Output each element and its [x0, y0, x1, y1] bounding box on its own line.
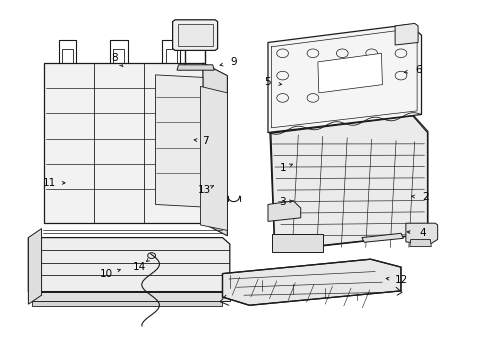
Polygon shape [28, 238, 229, 292]
Polygon shape [32, 301, 222, 306]
Text: 7: 7 [202, 136, 208, 146]
Text: 4: 4 [419, 228, 426, 238]
Text: 13: 13 [197, 185, 211, 195]
Polygon shape [271, 234, 322, 252]
Text: 3: 3 [279, 197, 285, 207]
Polygon shape [44, 63, 203, 223]
Text: 14: 14 [132, 262, 146, 272]
Polygon shape [177, 24, 212, 46]
Text: 10: 10 [100, 269, 113, 279]
Text: 1: 1 [279, 163, 285, 174]
Text: 12: 12 [393, 275, 407, 285]
Polygon shape [203, 63, 227, 236]
Polygon shape [28, 229, 41, 304]
Polygon shape [267, 24, 421, 132]
Polygon shape [177, 65, 214, 70]
Text: 2: 2 [421, 192, 428, 202]
Polygon shape [267, 201, 300, 221]
Polygon shape [317, 53, 382, 93]
Text: 5: 5 [264, 77, 271, 87]
Text: 11: 11 [43, 178, 57, 188]
Polygon shape [172, 20, 217, 50]
Text: 6: 6 [414, 65, 421, 75]
Text: 9: 9 [230, 57, 237, 67]
Text: 8: 8 [111, 53, 118, 63]
Polygon shape [28, 292, 229, 301]
Polygon shape [405, 223, 437, 244]
Polygon shape [200, 86, 227, 230]
Polygon shape [409, 239, 430, 247]
Polygon shape [269, 115, 427, 251]
Polygon shape [361, 233, 403, 242]
Polygon shape [222, 259, 400, 305]
Polygon shape [394, 23, 417, 45]
Polygon shape [155, 75, 203, 207]
